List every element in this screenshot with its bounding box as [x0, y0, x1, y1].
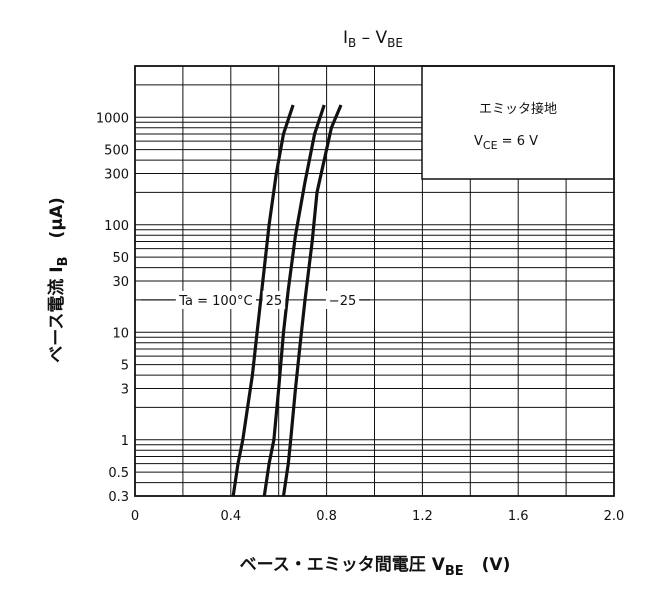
plot-frame — [134, 65, 615, 497]
x-axis-title: ベース・エミッタ間電圧 VBE (V) — [240, 555, 511, 579]
y-tick-labels: 0.3 0.5 1 3 5 10 30 50 100 300 500 1000 — [96, 111, 129, 505]
svg-text:ベース電流 IB(μA): ベース電流 IB(μA) — [46, 197, 71, 363]
x-tick-label: 2.0 — [604, 509, 625, 524]
condition-box — [421, 65, 615, 180]
series-line-0 — [231, 104, 295, 497]
y-tick-label: 3 — [121, 383, 129, 398]
condition-line-2: VCE = 6 V — [474, 134, 538, 152]
y-tick-label: 300 — [104, 168, 129, 183]
series-line-1 — [262, 104, 326, 497]
y-tick-label: 10 — [112, 326, 129, 341]
condition-line-1: エミッタ接地 — [479, 101, 557, 117]
y-tick-label: 0.3 — [108, 490, 129, 505]
y-tick-label: 1 — [121, 434, 129, 449]
series-line-2 — [281, 104, 343, 497]
y-tick-label: 50 — [112, 251, 129, 266]
series-label: 25 — [266, 294, 283, 309]
series-annotations: Ta = 100°C 25 −25 — [141, 290, 371, 309]
y-axis-title: ベース電流 IB(μA) — [46, 197, 71, 363]
x-tick-label: 1.6 — [508, 509, 529, 524]
curves — [231, 104, 343, 497]
y-tick-label: 30 — [112, 275, 129, 290]
x-tick-labels: 0 0.4 0.8 1.2 1.6 2.0 — [131, 509, 624, 524]
series-label-bg — [262, 290, 286, 309]
series-label: −25 — [329, 294, 356, 309]
x-tick-label: 1.2 — [412, 509, 433, 524]
series-label: Ta = 100°C — [178, 294, 252, 309]
series-label-bg — [325, 290, 360, 309]
series-label-bg — [175, 290, 257, 309]
x-tick-label: 0.4 — [220, 509, 241, 524]
y-tick-label: 500 — [104, 144, 129, 159]
y-tick-label: 5 — [121, 359, 129, 374]
chart-title: IB – VBE — [343, 28, 403, 50]
x-tick-label: 0 — [131, 509, 139, 524]
y-tick-label: 1000 — [96, 111, 129, 126]
x-tick-label: 0.8 — [316, 509, 337, 524]
y-tick-label: 100 — [104, 219, 129, 234]
y-tick-label: 0.5 — [108, 466, 129, 481]
